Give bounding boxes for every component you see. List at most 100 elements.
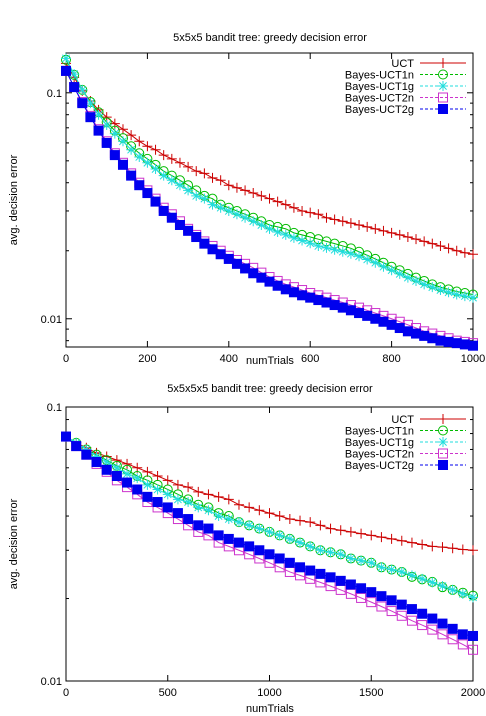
data-point <box>337 216 348 227</box>
data-point <box>111 470 122 481</box>
data-point <box>459 247 470 258</box>
data-point <box>325 547 336 558</box>
data-point <box>174 157 185 168</box>
data-point <box>213 491 224 502</box>
data-point <box>93 109 104 120</box>
data-point <box>191 190 202 201</box>
data-point <box>152 470 163 481</box>
plot-area-border <box>65 52 474 348</box>
data-point <box>354 251 365 262</box>
data-point <box>223 253 234 264</box>
data-point <box>81 444 92 455</box>
legend: UCTBayes-UCT1nBayes-UCT1gBayes-UCT2nBaye… <box>345 58 466 116</box>
data-point <box>223 180 234 191</box>
data-point <box>406 615 417 626</box>
data-point <box>457 544 468 555</box>
data-point <box>468 630 478 641</box>
data-point <box>345 526 356 537</box>
data-point <box>305 292 316 303</box>
data-point <box>158 150 169 161</box>
data-point <box>244 541 255 552</box>
data-point <box>264 549 275 560</box>
series-bayes-uct1g <box>61 431 478 603</box>
data-point <box>91 451 102 462</box>
data-point <box>315 568 326 579</box>
data-point <box>172 479 183 490</box>
data-point <box>411 275 422 286</box>
legend-label: Bayes-UCT1g <box>345 81 414 93</box>
data-point <box>366 557 377 568</box>
data-point <box>158 170 169 181</box>
data-point <box>215 249 226 260</box>
data-point <box>335 549 346 560</box>
data-point <box>447 634 458 645</box>
data-point <box>402 232 413 243</box>
legend-item-bayes-uct2g: Bayes-UCT2g <box>345 460 466 472</box>
legend-item-bayes-uct2g: Bayes-UCT2g <box>345 104 466 116</box>
data-point <box>427 624 438 635</box>
legend: UCTBayes-UCT1nBayes-UCT1gBayes-UCT2nBaye… <box>345 414 466 472</box>
data-point <box>272 196 283 207</box>
data-point <box>264 193 275 204</box>
data-point <box>370 313 381 324</box>
data-point <box>240 263 251 274</box>
x-tick-label: 1000 <box>461 353 485 365</box>
data-point <box>417 608 428 619</box>
data-point <box>166 175 177 186</box>
series-bayes-uct2g <box>61 65 478 351</box>
data-point <box>305 541 316 552</box>
data-point <box>451 245 462 256</box>
data-point <box>174 180 185 191</box>
data-point <box>231 209 242 220</box>
data-point <box>386 595 397 606</box>
data-point <box>193 520 204 531</box>
data-point <box>378 225 389 236</box>
data-point <box>386 227 397 238</box>
data-point <box>313 209 324 220</box>
legend-item-bayes-uct2n: Bayes-UCT2n <box>345 92 466 105</box>
data-point <box>427 238 438 249</box>
x-tick-label: 500 <box>159 687 177 699</box>
data-point <box>443 287 454 298</box>
x-tick-label: 400 <box>220 353 238 365</box>
data-point <box>435 335 446 346</box>
data-point <box>366 530 377 541</box>
chart-bottom: 5x5x5x5 bandit tree: greedy decision err… <box>8 383 485 715</box>
data-point <box>376 591 387 602</box>
data-point <box>284 557 295 568</box>
x-axis-label: numTrials <box>246 703 294 715</box>
data-point <box>419 279 430 290</box>
data-point <box>203 489 214 500</box>
data-point <box>191 166 202 177</box>
data-point <box>122 458 133 469</box>
data-point <box>305 517 316 528</box>
data-point <box>284 533 295 544</box>
data-point <box>240 212 251 223</box>
data-point <box>468 292 478 303</box>
data-point <box>183 514 194 525</box>
data-marks <box>61 53 478 351</box>
legend-item-bayes-uct1n: Bayes-UCT1n <box>345 425 466 438</box>
x-tick-label: 0 <box>63 353 69 365</box>
data-point <box>183 497 194 508</box>
x-tick-label: 1000 <box>257 687 281 699</box>
data-point <box>142 157 153 168</box>
data-point <box>378 261 389 272</box>
x-tick-label: 1500 <box>359 687 383 699</box>
data-point <box>215 175 226 186</box>
data-point <box>69 69 80 80</box>
data-point <box>248 268 259 279</box>
data-point <box>288 232 299 243</box>
data-point <box>468 340 478 351</box>
data-point <box>126 144 137 155</box>
y-tick-label: 0.1 <box>47 402 62 414</box>
data-point <box>71 441 82 452</box>
data-point <box>256 190 267 201</box>
data-point <box>231 258 242 269</box>
data-point <box>437 618 448 629</box>
data-point <box>142 188 153 199</box>
data-point <box>370 223 381 234</box>
data-point <box>345 305 356 316</box>
data-point <box>264 223 275 234</box>
data-point <box>406 604 417 615</box>
